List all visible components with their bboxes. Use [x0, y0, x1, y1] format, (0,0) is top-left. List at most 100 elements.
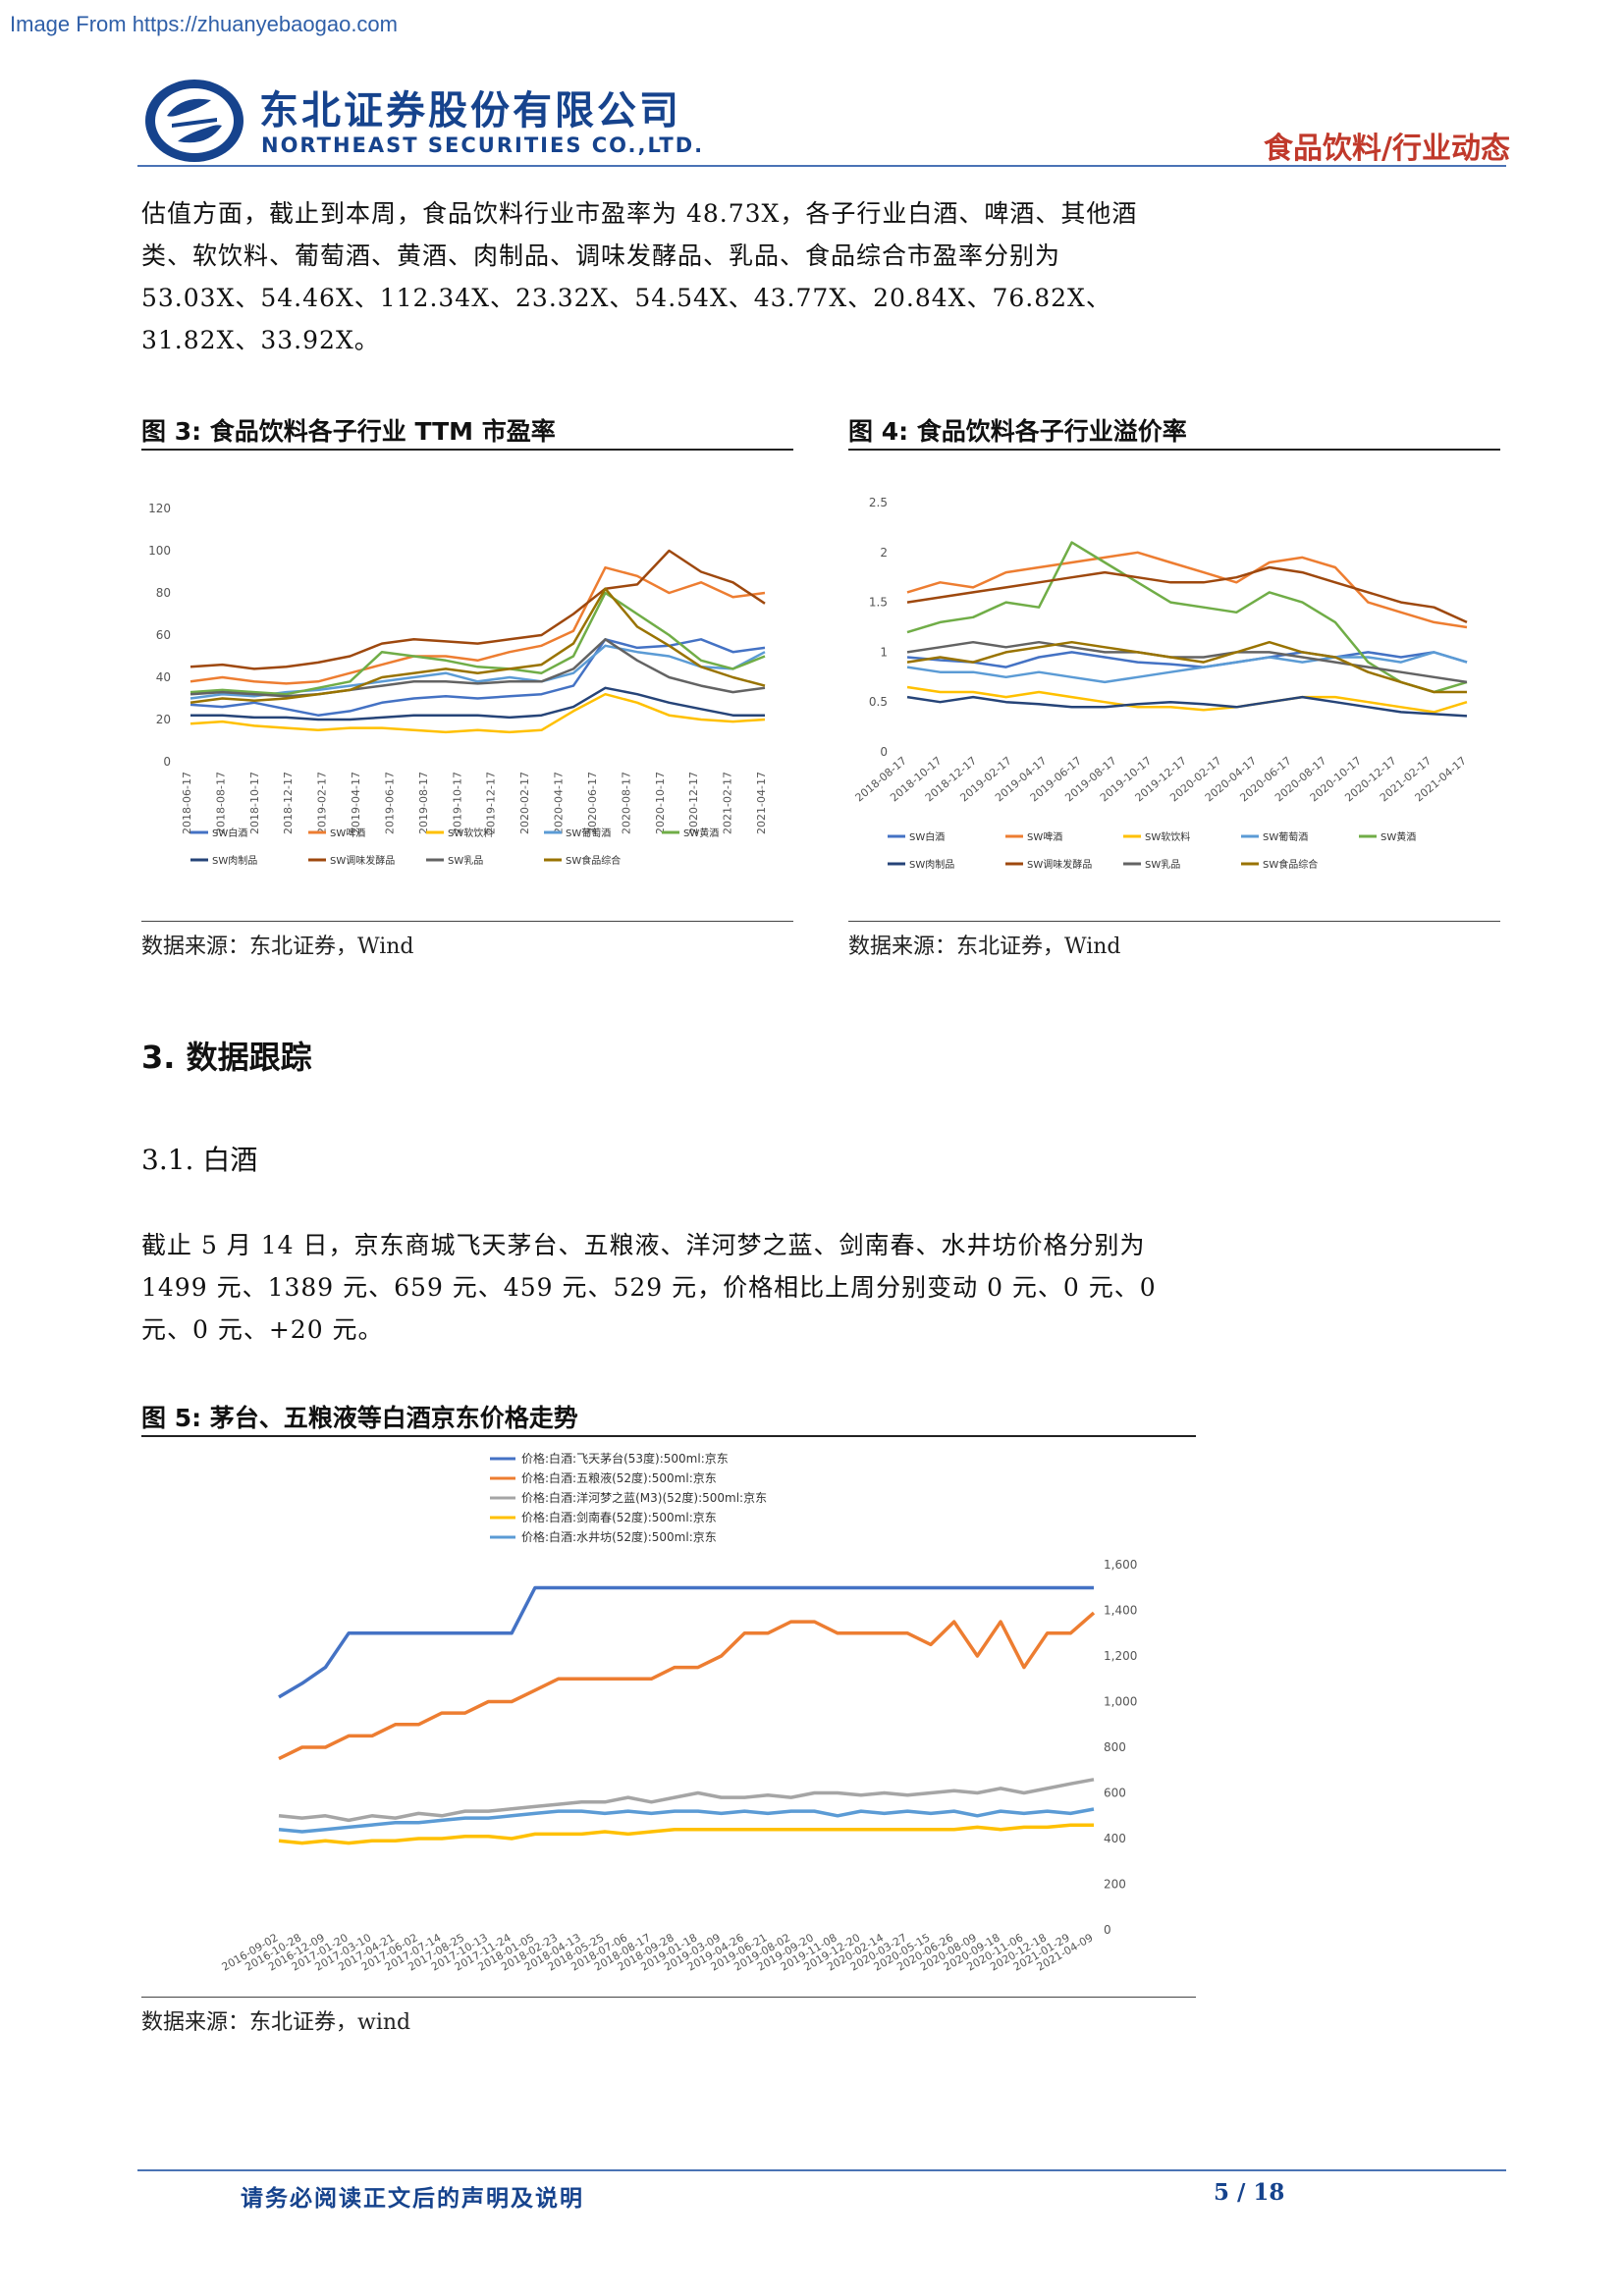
legend-label: 价格:白酒:五粮液(52度):500ml:京东: [521, 1470, 717, 1485]
y-tick-label: 0.5: [869, 695, 888, 709]
legend-label: SW调味发酵品: [330, 854, 395, 867]
legend-label: SW黄酒: [1380, 830, 1416, 843]
x-tick-label: 2020-08-17: [620, 772, 632, 834]
y-tick-label: 800: [1104, 1740, 1126, 1754]
series-line: [906, 551, 1468, 629]
series-line: [189, 638, 766, 698]
legend-label: SW食品综合: [566, 854, 621, 867]
series-line: [189, 587, 766, 705]
legend-label: SW白酒: [909, 830, 945, 843]
y-tick-label: 2: [880, 546, 888, 560]
footer-disclaimer: 请务必阅读正文后的声明及说明: [241, 2186, 584, 2212]
y-tick-label: 0: [163, 755, 171, 769]
series-line: [906, 695, 1468, 718]
y-tick-label: 60: [156, 628, 171, 642]
legend-label: SW黄酒: [683, 827, 719, 839]
series-line: [906, 541, 1468, 694]
y-tick-label: 1: [880, 645, 888, 659]
x-tick-label: 2018-10-17: [248, 772, 261, 834]
series-line: [906, 640, 1468, 684]
header-divider: [137, 165, 1506, 167]
series-line: [189, 644, 766, 700]
y-tick-label: 1,200: [1104, 1649, 1137, 1663]
legend-label: SW肉制品: [909, 858, 954, 871]
y-tick-label: 120: [148, 502, 171, 515]
company-name-en: NORTHEAST SECURITIES CO.,LTD.: [261, 133, 705, 157]
x-tick-label: 2019-02-17: [316, 772, 329, 834]
y-tick-label: 20: [156, 713, 171, 726]
report-type: 食品饮料/行业动态: [1264, 132, 1510, 166]
series-line: [189, 692, 766, 734]
y-tick-label: 100: [148, 544, 171, 558]
x-tick-label: 2020-12-17: [687, 772, 700, 834]
figure4-top-rule: [848, 449, 1500, 451]
legend-label: SW食品综合: [1263, 858, 1318, 871]
legend-label: SW白酒: [212, 827, 247, 839]
y-tick-label: 40: [156, 670, 171, 684]
series-line: [190, 686, 765, 721]
legend-label: SW软饮料: [1145, 830, 1190, 843]
figure3-chart: 120 100 80 60 40 20 0 2018-06-17 2018-08-17 2018-…: [148, 502, 768, 867]
x-tick-label: 2020-10-17: [654, 772, 667, 834]
x-tick-label: 2021-04-17: [755, 772, 768, 834]
series-line: [906, 685, 1468, 714]
valuation-paragraph: 估值方面，截止到本周，食品饮料行业市盈率为 48.73X，各子行业白酒、啤酒、其…: [141, 199, 1138, 354]
x-tick-label: 2018-06-17: [181, 772, 193, 834]
legend-label: 价格:白酒:洋河梦之蓝(M3)(52度):500ml:京东: [521, 1490, 767, 1505]
legend-label: SW调味发酵品: [1027, 858, 1092, 871]
page-number: 5 / 18: [1214, 2179, 1285, 2206]
x-tick-label: 2018-12-17: [282, 772, 295, 834]
series-line: [189, 565, 766, 685]
figure5-bottom-rule: [141, 1997, 1196, 1998]
legend-label: SW乳品: [448, 854, 483, 867]
x-tick-label: 2019-06-17: [383, 772, 396, 834]
legend-label: SW葡萄酒: [566, 827, 611, 839]
figure5-source: 数据来源：东北证券，wind: [141, 2010, 411, 2035]
y-tick-label: 1,400: [1104, 1604, 1137, 1618]
section-3-heading: 3. 数据跟踪: [141, 1039, 312, 1076]
y-tick-label: 0: [1104, 1923, 1111, 1937]
legend-label: SW啤酒: [330, 828, 365, 839]
series-line: [906, 565, 1468, 624]
company-logo: [145, 80, 244, 162]
series-line: [906, 640, 1467, 694]
y-tick-label: 1,000: [1104, 1695, 1137, 1709]
legend-label: SW啤酒: [1027, 831, 1062, 843]
figure3-title: 图 3: 食品饮料各子行业 TTM 市盈率: [141, 417, 556, 446]
legend-label: 价格:白酒:剑南春(52度):500ml:京东: [521, 1510, 717, 1524]
footer-divider: [137, 2169, 1506, 2171]
series-line: [189, 549, 766, 670]
series-line: [278, 1823, 1094, 1845]
figure4-title: 图 4: 食品饮料各子行业溢价率: [848, 417, 1187, 446]
y-tick-label: 200: [1104, 1878, 1126, 1892]
series-line: [906, 651, 1468, 668]
legend-label: SW软饮料: [448, 827, 493, 839]
y-tick-label: 2.5: [869, 496, 888, 509]
series-line: [278, 1778, 1095, 1823]
company-name-cn: 东北证券股份有限公司: [259, 88, 681, 133]
y-tick-label: 1.5: [869, 596, 888, 610]
series-line: [189, 591, 766, 696]
x-tick-label: 2019-08-17: [417, 772, 430, 834]
figure5-title: 图 5: 茅台、五粮液等白酒京东价格走势: [141, 1404, 578, 1432]
baijiu-paragraph: 截止 5 月 14 日，京东商城飞天茅台、五粮液、洋河梦之蓝、剑南春、水井坊价格…: [141, 1231, 1157, 1344]
x-tick-label: 2019-10-17: [451, 772, 463, 834]
watermark-text: Image From https://zhuanyebaogao.com: [10, 12, 398, 36]
y-tick-label: 600: [1104, 1787, 1126, 1800]
y-tick-label: 80: [156, 586, 171, 600]
figure3-top-rule: [141, 449, 793, 451]
series-line: [906, 651, 1468, 684]
series-line: [278, 1807, 1095, 1834]
figure5-top-rule: [141, 1435, 1196, 1437]
x-tick-label: 2020-06-17: [586, 772, 599, 834]
figure3-bottom-rule: [141, 921, 793, 922]
figure4-chart: 2.521.510.502018-08-172018-10-172018-12-…: [853, 496, 1469, 871]
series-line: [278, 1611, 1096, 1761]
y-tick-label: 1,600: [1104, 1558, 1137, 1572]
legend-label: SW肉制品: [212, 854, 257, 867]
figure3-source: 数据来源：东北证券，Wind: [141, 934, 414, 959]
legend-label: 价格:白酒:飞天茅台(53度):500ml:京东: [521, 1451, 729, 1466]
x-tick-label: 2018-08-17: [214, 772, 227, 834]
y-tick-label: 0: [880, 745, 888, 759]
section-3-1-heading: 3.1. 白酒: [141, 1144, 258, 1176]
